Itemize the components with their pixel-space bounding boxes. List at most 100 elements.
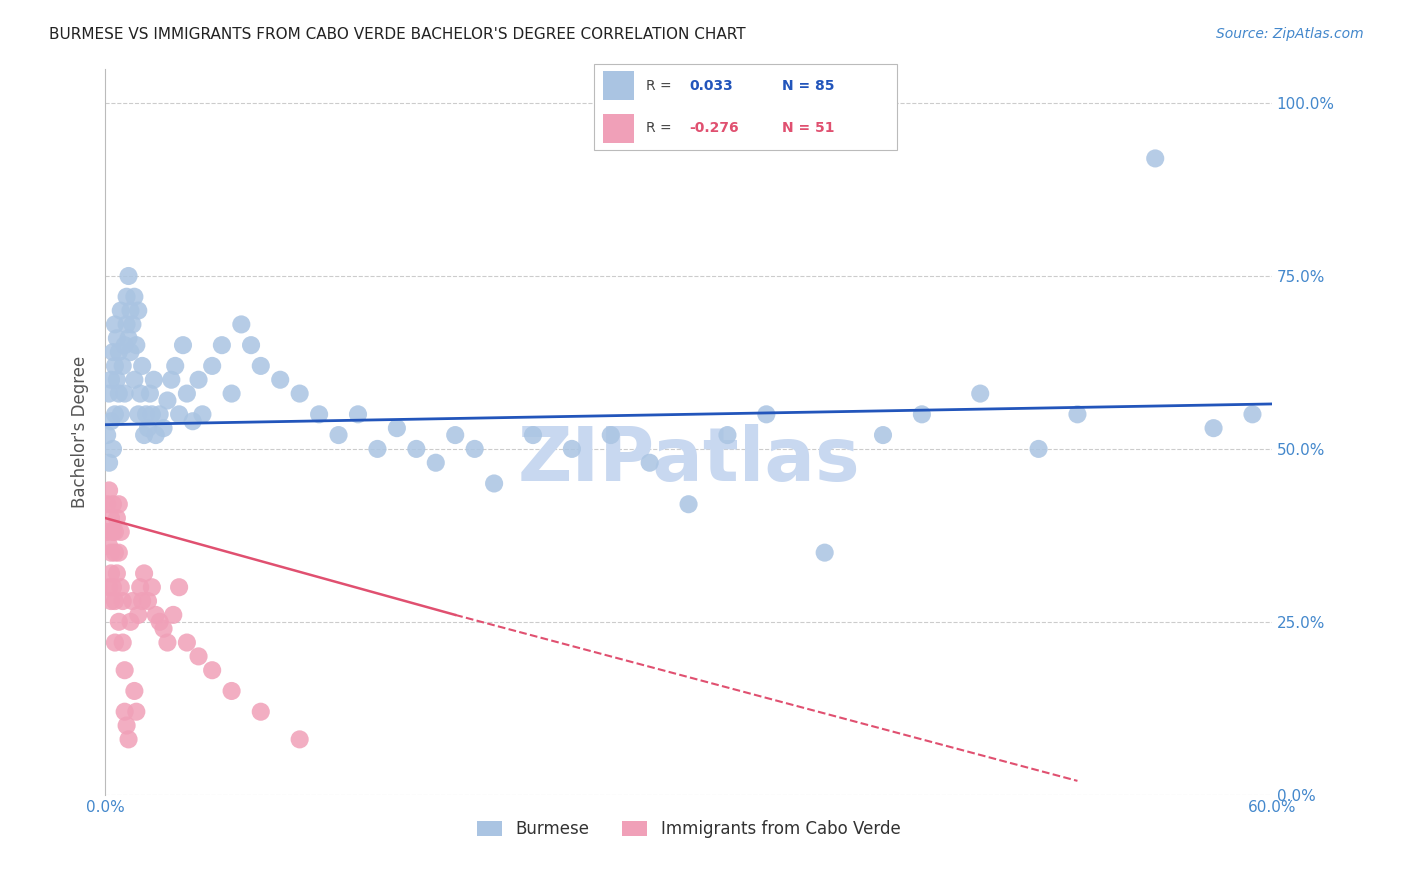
Point bbox=[110, 407, 132, 421]
Point bbox=[269, 373, 291, 387]
Point bbox=[969, 386, 991, 401]
Point bbox=[108, 386, 131, 401]
Point bbox=[145, 607, 167, 622]
Point bbox=[104, 318, 127, 332]
Point bbox=[288, 386, 311, 401]
Point bbox=[1028, 442, 1050, 456]
Point bbox=[115, 290, 138, 304]
Point bbox=[120, 303, 142, 318]
Point bbox=[108, 546, 131, 560]
Point bbox=[108, 615, 131, 629]
Point bbox=[98, 580, 121, 594]
Point bbox=[104, 524, 127, 539]
Point bbox=[100, 511, 122, 525]
Point bbox=[132, 566, 155, 581]
Point bbox=[165, 359, 187, 373]
Point bbox=[366, 442, 388, 456]
Text: R =: R = bbox=[647, 78, 672, 93]
Point bbox=[136, 594, 159, 608]
Point bbox=[425, 456, 447, 470]
Point bbox=[136, 421, 159, 435]
Point bbox=[115, 318, 138, 332]
Point bbox=[141, 580, 163, 594]
Point bbox=[249, 359, 271, 373]
Point bbox=[482, 476, 505, 491]
Point bbox=[117, 732, 139, 747]
Point bbox=[131, 359, 153, 373]
Point bbox=[98, 386, 121, 401]
Point bbox=[100, 566, 122, 581]
Point bbox=[211, 338, 233, 352]
Point bbox=[111, 635, 134, 649]
Point bbox=[187, 373, 209, 387]
Point bbox=[101, 497, 124, 511]
Point bbox=[249, 705, 271, 719]
Point bbox=[149, 615, 172, 629]
Point bbox=[114, 663, 136, 677]
Point bbox=[139, 386, 162, 401]
Point bbox=[104, 546, 127, 560]
Point bbox=[814, 546, 837, 560]
Point bbox=[108, 497, 131, 511]
Point bbox=[96, 524, 118, 539]
Point bbox=[181, 414, 204, 428]
Point bbox=[124, 684, 146, 698]
Point bbox=[104, 407, 127, 421]
Point bbox=[176, 386, 198, 401]
Point bbox=[156, 393, 179, 408]
Point bbox=[124, 290, 146, 304]
Point bbox=[1066, 407, 1088, 421]
Point bbox=[124, 373, 146, 387]
Point bbox=[110, 580, 132, 594]
Point bbox=[716, 428, 738, 442]
Point bbox=[110, 303, 132, 318]
Point bbox=[911, 407, 934, 421]
Text: 0.033: 0.033 bbox=[689, 78, 734, 93]
Point bbox=[678, 497, 700, 511]
Point bbox=[114, 386, 136, 401]
Point bbox=[96, 428, 118, 442]
Point bbox=[101, 345, 124, 359]
Legend: Burmese, Immigrants from Cabo Verde: Burmese, Immigrants from Cabo Verde bbox=[470, 814, 907, 845]
Point bbox=[152, 622, 174, 636]
Point bbox=[129, 580, 152, 594]
Point bbox=[127, 303, 149, 318]
Point bbox=[145, 428, 167, 442]
Point bbox=[201, 663, 224, 677]
FancyBboxPatch shape bbox=[603, 114, 634, 143]
Point bbox=[160, 373, 183, 387]
Point bbox=[117, 268, 139, 283]
Text: Source: ZipAtlas.com: Source: ZipAtlas.com bbox=[1216, 27, 1364, 41]
Point bbox=[127, 407, 149, 421]
Point bbox=[599, 428, 621, 442]
Point bbox=[105, 331, 128, 345]
Point bbox=[464, 442, 486, 456]
Point bbox=[1202, 421, 1225, 435]
Point bbox=[110, 524, 132, 539]
Point bbox=[142, 373, 165, 387]
Text: N = 85: N = 85 bbox=[782, 78, 835, 93]
Point bbox=[100, 546, 122, 560]
Point bbox=[111, 594, 134, 608]
Point bbox=[98, 539, 121, 553]
Point bbox=[167, 580, 190, 594]
Point bbox=[561, 442, 583, 456]
Point bbox=[152, 421, 174, 435]
Point bbox=[231, 318, 253, 332]
Point bbox=[1144, 152, 1167, 166]
Point bbox=[176, 635, 198, 649]
Point bbox=[114, 338, 136, 352]
FancyBboxPatch shape bbox=[593, 64, 897, 150]
Point bbox=[221, 386, 243, 401]
Text: -0.276: -0.276 bbox=[689, 121, 740, 136]
Point bbox=[127, 607, 149, 622]
Point bbox=[347, 407, 370, 421]
Point bbox=[115, 718, 138, 732]
Point bbox=[201, 359, 224, 373]
Point bbox=[120, 345, 142, 359]
Point bbox=[162, 607, 184, 622]
Text: ZIPatlas: ZIPatlas bbox=[517, 425, 860, 497]
Point bbox=[98, 456, 121, 470]
Point bbox=[385, 421, 408, 435]
Point bbox=[98, 483, 121, 498]
